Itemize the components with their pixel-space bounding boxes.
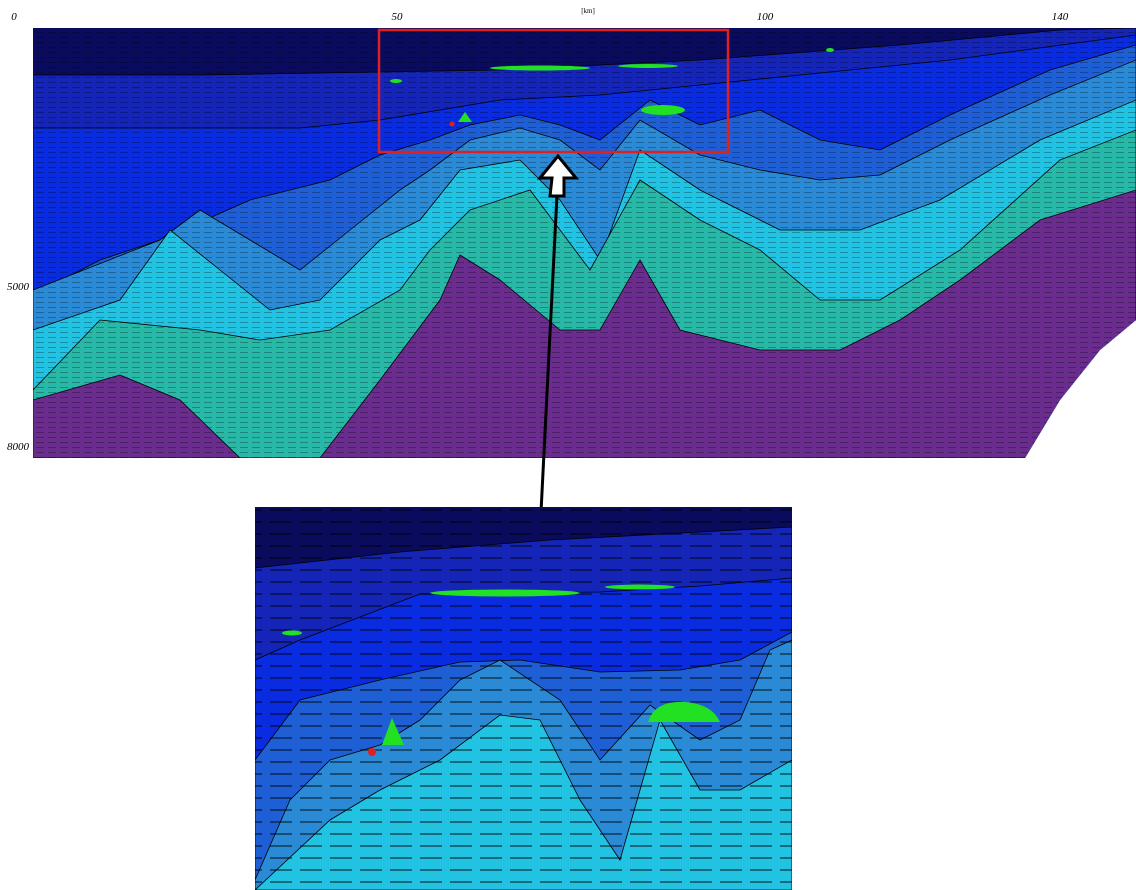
x-tick-label: 50: [392, 11, 404, 23]
inset: [255, 507, 792, 890]
y-tick-label: 8000: [7, 441, 30, 453]
cross-section: [33, 28, 1136, 458]
x-unit: [km]: [581, 7, 595, 15]
y-tick-label: 0: [11, 11, 17, 23]
x-tick-label: 140: [1052, 11, 1069, 23]
figure: 0 5000 8000 50 100 140 [km]: [0, 0, 1136, 890]
x-tick-label: 100: [757, 11, 774, 23]
y-tick-label: 5000: [7, 281, 30, 293]
